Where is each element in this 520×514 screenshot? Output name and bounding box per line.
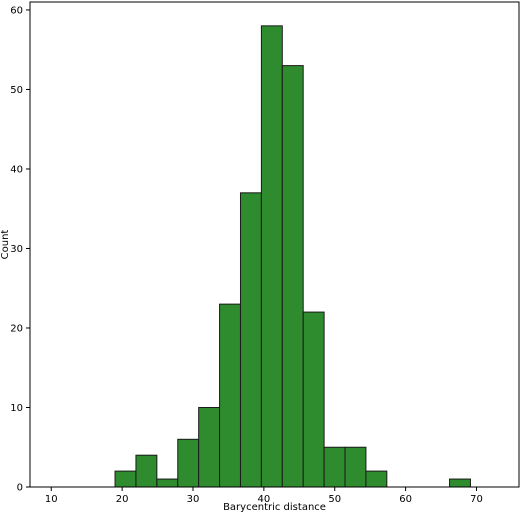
y-tick-label: 40 <box>10 164 23 175</box>
x-tick-label: 40 <box>258 494 271 505</box>
histogram-bar <box>344 446 367 488</box>
histogram-bar <box>260 25 283 488</box>
x-tick-label: 20 <box>116 494 129 505</box>
histogram-bar <box>239 192 262 488</box>
x-tick-label: 60 <box>399 494 412 505</box>
y-tick-label: 10 <box>10 403 23 414</box>
y-tick-label: 50 <box>10 85 23 96</box>
y-axis-label: Count <box>0 230 11 260</box>
y-tick-label: 20 <box>10 323 23 334</box>
histogram-bar <box>114 470 137 488</box>
histogram-bar <box>177 438 200 488</box>
plot-frame <box>29 1 520 488</box>
y-tick-label: 30 <box>10 244 23 255</box>
bars-group <box>114 25 471 488</box>
histogram-bar <box>135 454 158 488</box>
histogram-bar <box>198 406 221 488</box>
x-tick-label: 50 <box>328 494 341 505</box>
histogram-bar <box>156 478 179 488</box>
y-tick-label: 60 <box>10 5 23 16</box>
histogram-bar <box>323 446 346 488</box>
x-tick-label: 70 <box>470 494 483 505</box>
x-tick-label: 10 <box>45 494 58 505</box>
histogram-bar <box>302 311 325 488</box>
x-axis-label: Barycentric distance <box>223 502 326 513</box>
x-axis-ticks: 10 20 30 40 50 60 70 <box>45 487 483 505</box>
y-tick-label: 0 <box>17 483 23 494</box>
histogram-bar <box>365 470 388 488</box>
y-axis-ticks: 0 10 20 30 40 50 60 <box>10 5 30 494</box>
histogram-bar <box>281 65 304 488</box>
histogram-bar <box>219 303 241 488</box>
x-tick-label: 30 <box>187 494 200 505</box>
histogram-bar <box>449 478 471 488</box>
